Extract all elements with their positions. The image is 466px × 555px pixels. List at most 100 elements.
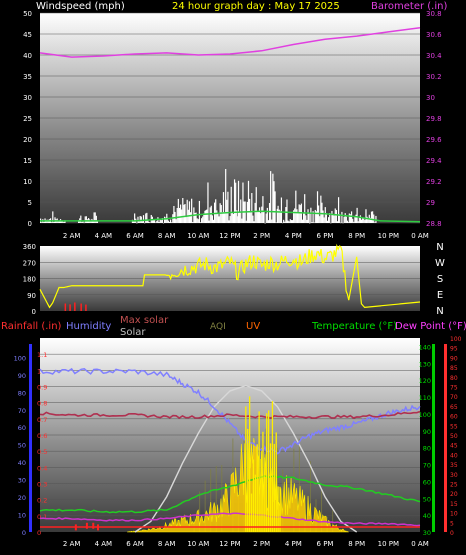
- wind-bar: [334, 208, 336, 223]
- wind-bar: [183, 204, 185, 223]
- wind-bar: [263, 211, 265, 223]
- wind-bar: [260, 213, 262, 223]
- humidity-tick: 60: [18, 424, 26, 432]
- wind-bar: [310, 207, 312, 223]
- wind-bar: [362, 218, 364, 223]
- wind-bar: [94, 212, 96, 223]
- rain-tick: 0.6: [37, 432, 47, 440]
- wind-bar: [370, 211, 373, 223]
- wind-bar: [141, 221, 144, 223]
- wind-bar: [209, 207, 211, 223]
- barometer-tick: 30.8: [426, 10, 442, 18]
- wind-bar: [202, 216, 204, 223]
- wind-bar: [287, 220, 289, 223]
- humidity-tick-labels: 0 10 20 30 40 50 60 70 80 90 100: [14, 354, 26, 537]
- solar-area: [127, 436, 349, 533]
- aqi-bar: [199, 491, 201, 532]
- wind-bar: [340, 222, 342, 224]
- wind-bar: [276, 208, 278, 223]
- climate-panel-time-labels: 2 AM 4 AM 6 AM 8 AM 10 AM 12 PM 2 PM 4 PM 6 PM 8 …: [63, 540, 429, 548]
- time-label: 0 AM: [411, 540, 429, 548]
- wind-bar: [237, 180, 240, 223]
- wind-bar: [161, 218, 163, 223]
- dew-point-line: [39, 410, 421, 420]
- wind-panel-gridlines: [40, 12, 420, 224]
- wind-bar: [146, 212, 148, 223]
- wind-bar: [347, 222, 350, 223]
- uv-spikes: [74, 396, 281, 532]
- windspeed-tick: 50: [23, 10, 32, 18]
- wind-bar: [267, 220, 270, 223]
- rain-mark: [85, 522, 88, 529]
- compass-label: E: [437, 290, 443, 301]
- barometer-tick: 30: [426, 94, 435, 102]
- wind-bar: [207, 182, 209, 223]
- time-label: 2 PM: [253, 232, 270, 240]
- windspeed-tick: 15: [23, 157, 32, 165]
- wind-bar: [295, 190, 297, 223]
- wind-bar: [150, 214, 152, 223]
- wind-bar: [198, 200, 201, 223]
- wind-bar: [230, 186, 232, 223]
- barometer-line: [39, 26, 421, 58]
- wind-bar: [145, 213, 147, 223]
- aqi-bar: [321, 489, 323, 532]
- wind-bar: [307, 209, 309, 223]
- wind-bar: [299, 205, 301, 223]
- wind-bar: [313, 222, 315, 223]
- wind-bar: [168, 221, 171, 223]
- temperature-tick: 90: [423, 428, 431, 436]
- wind-bar: [314, 209, 316, 223]
- wind-bar: [217, 213, 219, 223]
- wind-bar: [205, 210, 207, 223]
- rain-mark: [92, 522, 95, 529]
- dew-point-tick: 40: [450, 452, 458, 459]
- compass-label: N: [436, 242, 443, 253]
- humidity-tick: 100: [14, 354, 26, 362]
- wind-bar: [341, 211, 343, 223]
- wind-bar: [323, 217, 325, 223]
- wind-bar: [57, 220, 59, 223]
- max-solar-label: Max solar: [120, 315, 169, 326]
- windspeed-tick: 25: [23, 115, 32, 123]
- wind-bar: [138, 221, 140, 223]
- compass-label: W: [435, 258, 445, 269]
- wind-bar: [159, 218, 161, 223]
- wind-bar: [186, 199, 188, 223]
- rain-tick: 0.5: [37, 448, 47, 456]
- wind-bar: [188, 201, 191, 223]
- time-label: 12 PM: [219, 540, 240, 548]
- wind-bar: [346, 220, 349, 223]
- aqi-bar: [204, 480, 206, 532]
- wind-bar: [353, 221, 355, 223]
- time-label: 2 AM: [63, 540, 81, 548]
- barometer-tick: 29.2: [426, 178, 442, 186]
- rain-tick: 0.1: [37, 513, 47, 521]
- wind-bar: [255, 187, 257, 223]
- time-label: 4 PM: [285, 232, 302, 240]
- wind-bar: [333, 215, 335, 223]
- wind-bar: [96, 220, 99, 223]
- wind-bar: [289, 219, 291, 223]
- temperature-tick: 130: [419, 360, 431, 368]
- wind-bar: [245, 220, 247, 223]
- wind-bar: [85, 216, 87, 223]
- barometer-tick: 30.4: [426, 52, 442, 60]
- rain-tick: 0.4: [37, 464, 47, 472]
- wind-bar: [158, 222, 160, 223]
- wind-bar: [179, 204, 182, 223]
- humidity-tick: 10: [18, 512, 26, 520]
- wind-bar: [359, 215, 362, 223]
- wind-bar: [344, 213, 346, 223]
- wind-bar: [294, 208, 296, 223]
- wind-bar: [308, 213, 310, 223]
- wind-bar: [160, 220, 162, 223]
- wind-bar: [257, 210, 260, 223]
- windspeed-tick: 45: [23, 31, 32, 39]
- time-label: 4 AM: [95, 232, 113, 240]
- wind-bar: [53, 222, 55, 223]
- time-label: 6 PM: [317, 540, 334, 548]
- wind-bar: [268, 203, 271, 223]
- wind-bar: [171, 222, 173, 223]
